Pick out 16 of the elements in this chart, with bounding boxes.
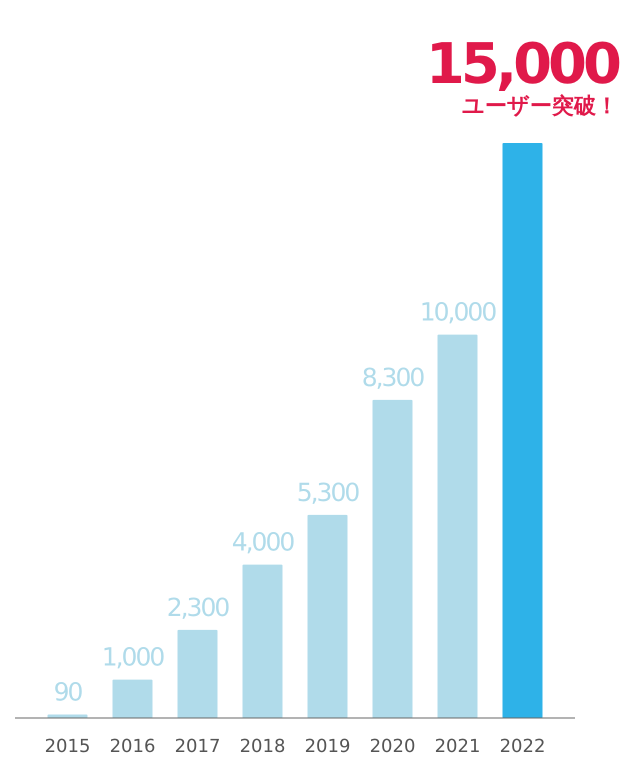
x-tick-label: 2016	[110, 736, 156, 757]
data-label: 2,300	[166, 592, 230, 622]
data-label: 8,300	[362, 362, 424, 392]
x-tick-label: 2019	[304, 736, 350, 757]
x-tick-label: 2020	[370, 736, 416, 757]
annotation: ユーザー突破！	[462, 93, 618, 119]
data-label: 90	[54, 678, 82, 707]
data-label: 5,300	[296, 478, 360, 507]
x-tick-label: 2017	[174, 736, 220, 757]
x-tick-label: 2018	[240, 736, 286, 757]
data-label: 4,000	[232, 528, 294, 557]
data-label: 10,000	[420, 298, 496, 327]
x-tick-label: 2015	[44, 736, 90, 757]
data-label: 1,000	[102, 642, 164, 672]
x-tick-label: 2021	[434, 736, 480, 757]
x-tick-label: 2022	[500, 736, 546, 757]
